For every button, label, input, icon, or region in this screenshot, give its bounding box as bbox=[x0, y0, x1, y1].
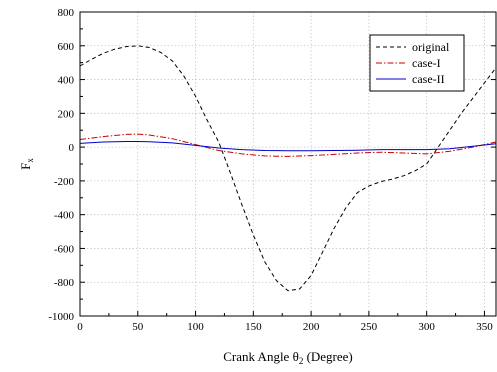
x-axis-title-main: Crank Angle bbox=[223, 349, 289, 364]
series-line-case-II bbox=[79, 141, 497, 152]
y-tick-label-9: 800 bbox=[58, 7, 75, 19]
x-axis-title: Crank Angle θ2 (Degree) bbox=[223, 349, 353, 366]
x-axis-title-subscript: 2 bbox=[299, 356, 304, 366]
x-tick-label-0: 0 bbox=[77, 321, 83, 333]
x-tick-label-1: 50 bbox=[132, 321, 144, 333]
x-tick-label-7: 350 bbox=[476, 321, 493, 333]
y-tick-label-5: 0 bbox=[69, 142, 75, 154]
x-tick-label-5: 250 bbox=[361, 321, 378, 333]
x-axis-title-unit: (Degree) bbox=[307, 349, 353, 364]
legend-label-case-II: case-II bbox=[412, 72, 445, 86]
legend: original case-I case-II bbox=[369, 34, 465, 92]
x-tick-label-4: 200 bbox=[303, 321, 320, 333]
x-axis-title-symbol: θ bbox=[293, 349, 299, 364]
series-lines bbox=[79, 45, 497, 292]
y-axis-title: Fx bbox=[18, 158, 35, 170]
legend-label-case-I: case-I bbox=[412, 56, 441, 70]
axis-ticks: 0 50 100 150 200 250 300 350 -1000 -800 -600 -400 -2… bbox=[48, 7, 496, 333]
y-axis-title-main: F bbox=[18, 163, 33, 170]
y-tick-label-6: 200 bbox=[58, 108, 75, 120]
series-line-case-I bbox=[79, 133, 497, 157]
y-tick-label-0: -1000 bbox=[48, 311, 74, 323]
y-tick-label-2: -600 bbox=[54, 243, 75, 255]
series-line-original bbox=[79, 45, 497, 292]
x-tick-label-3: 150 bbox=[245, 321, 262, 333]
y-tick-label-4: -200 bbox=[54, 176, 75, 188]
x-tick-label-6: 300 bbox=[418, 321, 435, 333]
legend-label-original: original bbox=[412, 40, 450, 54]
legend-box bbox=[369, 34, 465, 92]
y-tick-label-1: -800 bbox=[54, 277, 75, 289]
y-tick-label-7: 400 bbox=[58, 75, 75, 87]
y-tick-label-8: 600 bbox=[58, 41, 75, 53]
y-tick-label-3: -400 bbox=[54, 210, 75, 222]
x-tick-label-2: 100 bbox=[187, 321, 204, 333]
y-axis-title-subscript: x bbox=[25, 158, 35, 163]
